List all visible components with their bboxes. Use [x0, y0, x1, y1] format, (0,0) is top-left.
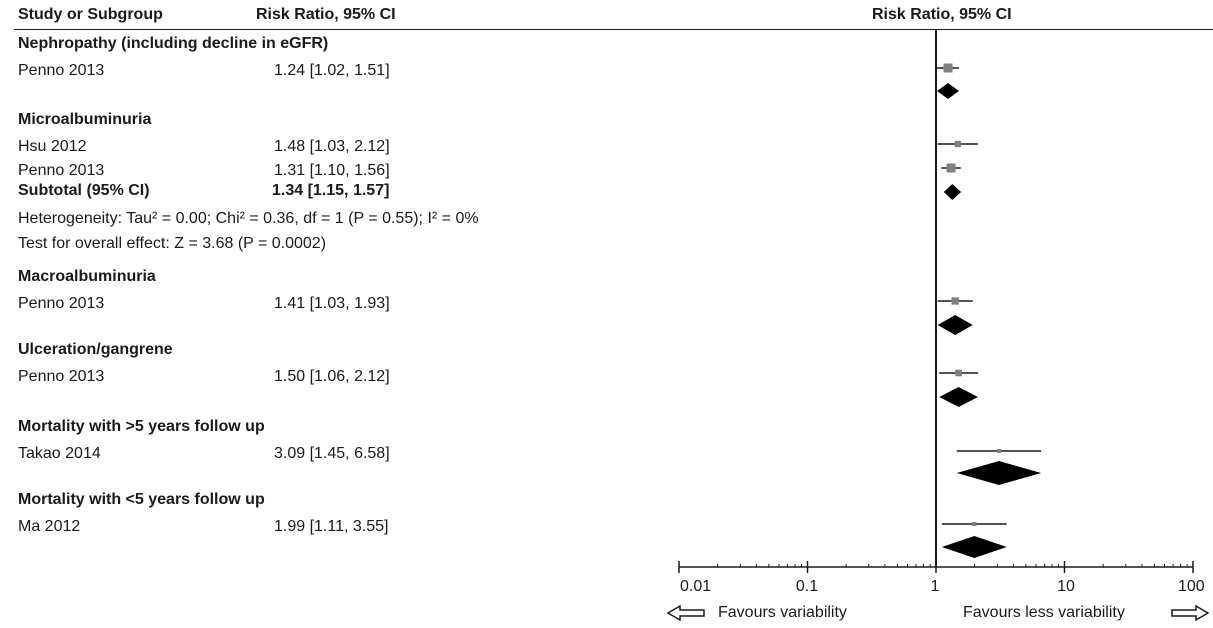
study-label: Penno 2013 — [18, 368, 105, 385]
study-ci: 3.09 [1.45, 6.58] — [274, 445, 390, 462]
study-point — [954, 140, 962, 148]
summary-diamond — [939, 387, 978, 407]
favours-left-arrow — [666, 604, 705, 622]
group-microalbuminuria: Microalbuminuria — [18, 111, 152, 128]
study-ci: 1.99 [1.11, 3.55] — [274, 518, 389, 535]
study-point — [943, 63, 953, 73]
summary-diamond — [941, 536, 1007, 558]
favours-right-arrow — [1171, 604, 1210, 622]
summary-diamond — [956, 461, 1042, 485]
favours-left-label: Favours variability — [718, 604, 847, 621]
tick-label: 100 — [1178, 578, 1205, 595]
tick-label: 10 — [1057, 578, 1075, 595]
summary-diamond — [943, 184, 962, 200]
study-point — [955, 369, 962, 377]
group-ulceration: Ulceration/gangrene — [18, 341, 173, 358]
subtotal-label: Subtotal (95% CI) — [18, 182, 150, 199]
study-label: Takao 2014 — [18, 445, 101, 462]
tick-label: 1 — [930, 578, 940, 595]
heterogeneity-note: Heterogeneity: Tau² = 0.00; Chi² = 0.36,… — [18, 210, 479, 227]
study-point — [951, 297, 959, 305]
summary-diamond — [937, 83, 959, 99]
group-mortality-under-5: Mortality with <5 years follow up — [18, 491, 265, 508]
favours-right-label: Favours less variability — [963, 604, 1125, 621]
tick-label: 0.1 — [795, 578, 819, 595]
study-point — [946, 163, 956, 173]
study-ci: 1.41 [1.03, 1.93] — [274, 295, 390, 312]
group-macroalbuminuria: Macroalbuminuria — [18, 268, 156, 285]
study-ci: 1.50 [1.06, 2.12] — [274, 368, 390, 385]
group-mortality-over-5: Mortality with >5 years follow up — [18, 418, 265, 435]
study-ci: 1.24 [1.02, 1.51] — [274, 62, 390, 79]
header-study: Study or Subgroup — [18, 6, 163, 23]
study-ci: 1.31 [1.10, 1.56] — [274, 162, 390, 179]
study-label: Penno 2013 — [18, 295, 105, 312]
study-label: Penno 2013 — [18, 162, 105, 179]
study-point — [996, 449, 1001, 453]
study-ci: 1.48 [1.03, 2.12] — [274, 138, 390, 155]
study-label: Hsu 2012 — [18, 138, 87, 155]
header-risk-ratio: Risk Ratio, 95% CI — [256, 6, 396, 23]
group-nephropathy: Nephropathy (including decline in eGFR) — [18, 35, 329, 52]
study-label: Ma 2012 — [18, 518, 81, 535]
study-label: Penno 2013 — [18, 62, 105, 79]
summary-diamond — [937, 315, 973, 335]
tick-label: 0.01 — [680, 578, 712, 595]
subtotal-ci: 1.34 [1.15, 1.57] — [272, 182, 390, 199]
study-point — [972, 522, 977, 526]
header-plot: Risk Ratio, 95% CI — [872, 6, 1012, 23]
overall-effect-note: Test for overall effect: Z = 3.68 (P = 0… — [18, 235, 327, 252]
header-rule — [14, 29, 1213, 30]
